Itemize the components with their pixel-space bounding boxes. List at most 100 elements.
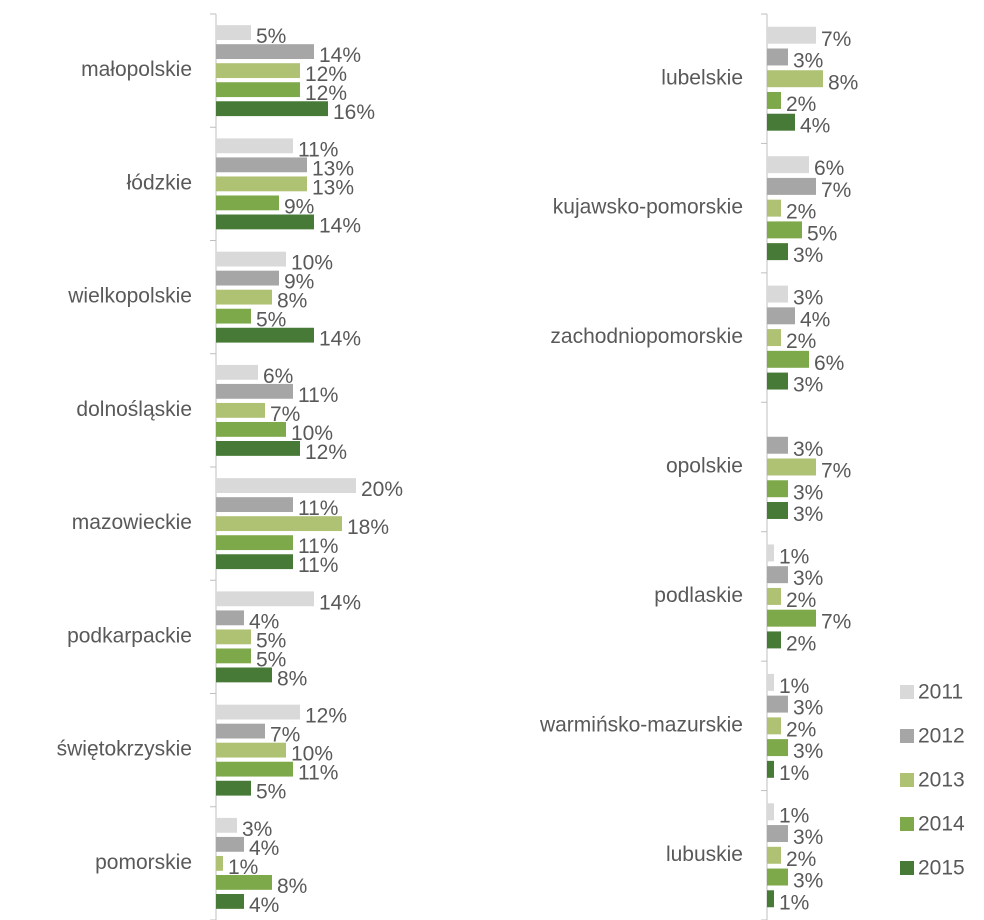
- value-label: 7%: [821, 28, 851, 51]
- bar: [767, 26, 816, 44]
- value-label: 3%: [793, 503, 823, 526]
- value-label: 14%: [319, 591, 361, 614]
- bar: [767, 458, 816, 476]
- value-label: 6%: [814, 157, 844, 180]
- value-label: 7%: [821, 460, 851, 483]
- value-label: 1%: [779, 804, 809, 827]
- bar: [216, 554, 293, 570]
- bar: [767, 199, 781, 217]
- value-label: 3%: [793, 50, 823, 73]
- bar: [767, 113, 795, 131]
- category-label: kujawsko-pomorskie: [553, 196, 743, 219]
- bar: [216, 364, 258, 380]
- value-label: 9%: [284, 271, 314, 294]
- bar: [216, 157, 307, 173]
- value-label: 3%: [793, 438, 823, 461]
- value-label: 14%: [319, 214, 361, 237]
- bar: [767, 329, 781, 347]
- value-label: 7%: [270, 724, 300, 747]
- bar: [767, 91, 781, 109]
- bar: [767, 890, 774, 908]
- value-label: 5%: [256, 309, 286, 332]
- value-label: 3%: [793, 697, 823, 720]
- category-label: lubuskie: [666, 843, 743, 866]
- value-label: 14%: [319, 44, 361, 67]
- value-label: 10%: [291, 422, 333, 445]
- bar: [216, 25, 251, 40]
- legend-label: 2013: [918, 769, 965, 792]
- bar: [216, 648, 251, 664]
- value-label: 9%: [284, 195, 314, 218]
- category-label: podkarpackie: [67, 624, 192, 647]
- legend-swatch: [900, 685, 914, 699]
- bar: [767, 846, 781, 864]
- value-label: 3%: [793, 567, 823, 590]
- value-label: 4%: [800, 115, 830, 138]
- category-label: wielkopolskie: [67, 285, 192, 308]
- bar: [216, 383, 293, 399]
- value-label: 3%: [793, 244, 823, 267]
- bar: [767, 436, 788, 454]
- value-label: 6%: [263, 365, 293, 388]
- value-label: 11%: [298, 138, 338, 161]
- legend-label: 2014: [918, 813, 965, 836]
- bar: [767, 502, 788, 519]
- category-label: łódzkie: [127, 171, 192, 194]
- bar: [216, 497, 293, 513]
- value-label: 8%: [828, 71, 858, 94]
- value-label: 3%: [242, 818, 272, 841]
- category-label: dolnośląskie: [76, 398, 192, 421]
- value-label: 12%: [305, 441, 347, 464]
- bar: [216, 101, 328, 117]
- value-label: 6%: [814, 352, 844, 375]
- bar: [216, 63, 300, 79]
- value-label: 5%: [807, 222, 837, 245]
- bar: [767, 544, 774, 562]
- bar: [767, 177, 816, 195]
- bar: [767, 739, 788, 757]
- legend-label: 2012: [918, 725, 965, 748]
- legend-label: 2011: [918, 681, 963, 704]
- bar: [216, 780, 251, 796]
- bar: [216, 289, 272, 305]
- bar: [216, 402, 265, 418]
- value-label: 5%: [256, 781, 286, 804]
- value-label: 10%: [291, 252, 333, 275]
- value-label: 5%: [256, 629, 286, 652]
- bar: [216, 441, 300, 456]
- legend-swatch: [900, 817, 914, 831]
- value-label: 11%: [298, 554, 338, 577]
- bar: [767, 70, 823, 88]
- value-label: 4%: [249, 894, 279, 917]
- bar: [216, 176, 307, 192]
- value-label: 2%: [786, 848, 816, 871]
- bar: [767, 285, 788, 303]
- bar: [767, 156, 809, 174]
- bar: [767, 631, 781, 649]
- category-label: podlaskie: [654, 584, 743, 607]
- category-label: warmińsko-mazurskie: [539, 713, 743, 736]
- bar: [216, 591, 314, 607]
- bar: [216, 195, 279, 211]
- value-label: 11%: [298, 384, 338, 407]
- value-label: 13%: [312, 157, 354, 180]
- value-label: 7%: [821, 179, 851, 202]
- bar: [216, 629, 251, 645]
- value-label: 1%: [779, 762, 809, 785]
- bar: [767, 760, 774, 778]
- value-label: 3%: [793, 374, 823, 397]
- bar: [216, 723, 265, 739]
- value-label: 7%: [270, 403, 300, 426]
- value-label: 3%: [793, 740, 823, 763]
- value-label: 4%: [249, 837, 279, 860]
- value-label: 1%: [779, 675, 809, 698]
- bar: [767, 825, 788, 843]
- value-label: 11%: [298, 762, 338, 785]
- bar: [216, 535, 293, 551]
- value-label: 2%: [786, 330, 816, 353]
- legend-label: 2015: [918, 857, 965, 880]
- bar: [216, 704, 300, 720]
- value-label: 12%: [305, 82, 347, 105]
- value-label: 1%: [779, 891, 809, 914]
